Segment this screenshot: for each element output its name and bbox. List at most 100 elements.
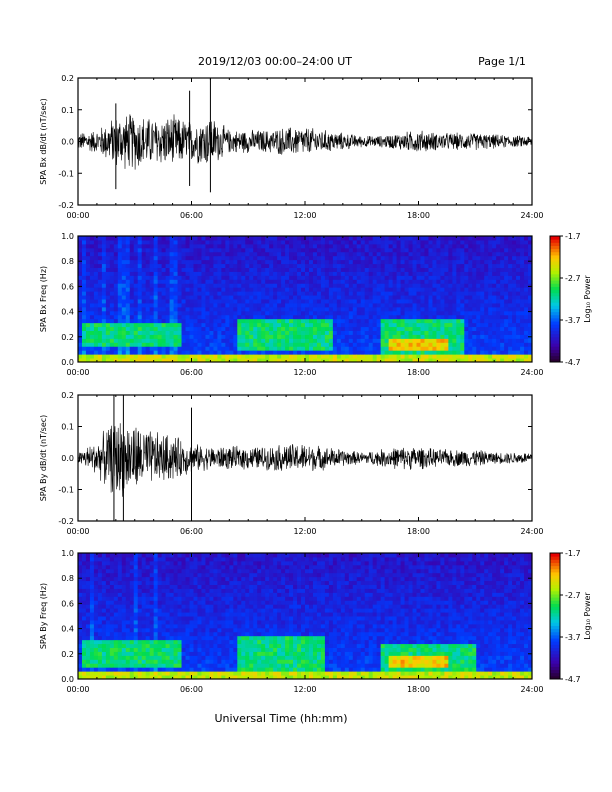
heatmap-cell <box>380 271 386 276</box>
heatmap-cell <box>320 275 326 280</box>
heatmap-cell <box>169 553 175 558</box>
heatmap-cell <box>81 655 87 660</box>
heatmap-cell <box>205 358 210 363</box>
heatmap-cell <box>193 604 198 609</box>
heatmap-cell <box>145 338 151 343</box>
heatmap-cell <box>488 287 493 292</box>
heatmap-cell <box>201 659 206 664</box>
heatmap-cell <box>101 271 107 276</box>
heatmap-cell <box>496 283 501 288</box>
heatmap-cell <box>137 350 143 355</box>
heatmap-cell <box>153 655 159 660</box>
heatmap-cell <box>137 556 143 562</box>
heatmap-cell <box>269 350 274 355</box>
heatmap-cell <box>133 671 139 676</box>
heatmap-cell <box>500 342 505 347</box>
heatmap-cell <box>221 302 226 308</box>
heatmap-cell <box>197 560 202 566</box>
heatmap-cell <box>201 267 206 272</box>
heatmap-cell <box>420 330 425 335</box>
heatmap-cell <box>201 236 206 241</box>
heatmap-cell <box>348 299 354 304</box>
heatmap-cell <box>472 267 477 272</box>
heatmap-cell <box>528 318 533 324</box>
heatmap-cell <box>221 330 226 335</box>
heatmap-cell <box>153 279 159 284</box>
heatmap-cell <box>125 635 131 641</box>
heatmap-cell <box>121 287 127 292</box>
heatmap-cell <box>105 326 111 331</box>
heatmap-cell <box>113 263 119 268</box>
heatmap-cell <box>201 576 206 582</box>
heatmap-cell <box>384 291 390 296</box>
heatmap-cell <box>424 236 429 241</box>
heatmap-cell <box>293 267 298 272</box>
heatmap-cell <box>185 667 191 672</box>
heatmap-cell <box>344 271 350 276</box>
heatmap-cell <box>169 251 175 257</box>
heatmap-cell <box>181 675 187 680</box>
heatmap-cell <box>237 350 242 355</box>
heatmap-cell <box>261 299 266 304</box>
heatmap-cell <box>205 350 210 355</box>
heatmap-cell <box>324 306 330 312</box>
heatmap-cell <box>93 295 99 300</box>
heatmap-cell <box>336 314 342 320</box>
heatmap-cell <box>428 354 433 359</box>
heatmap-cell <box>285 295 290 300</box>
heatmap-cell <box>229 259 234 265</box>
heatmap-cell <box>153 639 159 645</box>
heatmap-cell <box>273 279 278 284</box>
heatmap-cell <box>201 647 206 652</box>
heatmap-cell <box>125 675 131 680</box>
heatmap-cell <box>249 287 254 292</box>
heatmap-cell <box>85 259 91 265</box>
heatmap-cell <box>281 263 286 268</box>
heatmap-cell <box>396 322 402 328</box>
heatmap-cell <box>181 251 187 257</box>
heatmap-cell <box>265 251 270 257</box>
heatmap-cell <box>113 267 119 272</box>
colorbar-step <box>550 273 560 278</box>
heatmap-cell <box>185 330 191 335</box>
heatmap-cell <box>169 631 175 637</box>
heatmap-cell <box>121 592 127 597</box>
heatmap-cell <box>356 243 362 249</box>
heatmap-cell <box>380 239 386 245</box>
heatmap-cell <box>129 322 135 328</box>
heatmap-cell <box>468 243 473 249</box>
heatmap-cell <box>516 291 521 296</box>
heatmap-cell <box>173 651 179 656</box>
heatmap-cell <box>157 671 163 676</box>
heatmap-cell <box>137 239 143 245</box>
heatmap-cell <box>464 287 469 292</box>
heatmap-cell <box>480 342 485 347</box>
heatmap-cell <box>81 556 87 562</box>
heatmap-cell <box>145 616 151 621</box>
heatmap-cell <box>348 291 354 296</box>
heatmap-cell <box>249 350 254 355</box>
heatmap-cell <box>189 635 194 641</box>
heatmap-cell <box>129 580 135 585</box>
heatmap-cell <box>269 342 274 347</box>
heatmap-cell <box>440 283 445 288</box>
heatmap-cell <box>117 330 123 335</box>
heatmap-cell <box>245 283 250 288</box>
heatmap-cell <box>297 287 302 292</box>
heatmap-cell <box>328 251 334 257</box>
heatmap-cell <box>316 236 322 241</box>
heatmap-cell <box>109 576 115 582</box>
heatmap-cell <box>93 354 99 359</box>
heatmap-cell <box>352 350 358 355</box>
heatmap-cell <box>269 239 274 245</box>
heatmap-cell <box>109 553 115 558</box>
heatmap-cell <box>504 295 509 300</box>
heatmap-cell <box>89 604 95 609</box>
heatmap-cell <box>161 306 167 312</box>
heatmap-cell <box>308 243 314 249</box>
heatmap-cell <box>169 322 175 328</box>
heatmap-cell <box>125 302 131 308</box>
heatmap-cell <box>181 236 187 241</box>
heatmap-cell <box>153 619 159 625</box>
heatmap-cell <box>89 314 95 320</box>
